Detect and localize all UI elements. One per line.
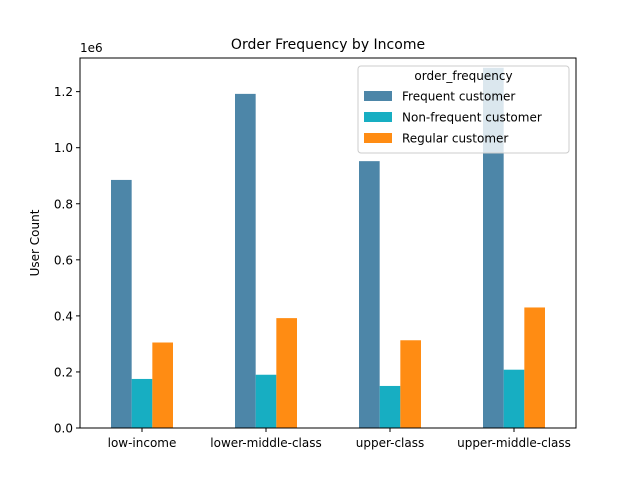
bar — [483, 67, 504, 428]
y-tick-label: 1.2 — [54, 85, 73, 99]
x-tick-label: upper-class — [356, 436, 425, 450]
legend-swatch — [364, 91, 392, 101]
axes-frame — [79, 57, 577, 429]
bar — [276, 318, 297, 428]
bar — [255, 374, 277, 428]
y-tick-label: 0.6 — [54, 253, 73, 267]
y-axis-offset-text: 1e6 — [80, 41, 103, 55]
bar — [379, 385, 401, 428]
y-tick-label: 0.2 — [54, 365, 73, 379]
bar — [359, 161, 380, 428]
bar — [503, 369, 525, 428]
bar — [400, 340, 421, 428]
legend-box — [357, 65, 570, 154]
legend-label: Regular customer — [402, 132, 508, 146]
x-tick-label: low-income — [108, 436, 177, 450]
y-axis-label: User Count — [28, 209, 42, 276]
legend-title: order_frequency — [414, 69, 512, 83]
bar — [152, 342, 173, 428]
bar — [235, 93, 256, 428]
legend-swatch — [364, 112, 392, 122]
chart-title: Order Frequency by Income — [231, 37, 425, 53]
x-tick-label: upper-middle-class — [457, 436, 571, 450]
legend: order_frequency Frequent customer Non-freq… — [357, 65, 570, 154]
bar — [524, 307, 545, 428]
y-tick-label: 0.4 — [54, 309, 73, 323]
bars-layer — [111, 67, 545, 428]
bar — [131, 378, 153, 428]
bar — [111, 179, 132, 428]
legend-label: Frequent customer — [402, 90, 515, 104]
legend-swatch — [364, 133, 392, 143]
axes-layer: 0.0 0.2 0.4 0.6 0.8 1.0 1.2 low-income lower-mid… — [54, 57, 577, 450]
y-tick-label: 0.0 — [54, 422, 73, 436]
legend-label: Non-frequent customer — [402, 111, 542, 125]
y-tick-label: 0.8 — [54, 197, 73, 211]
x-tick-label: lower-middle-class — [210, 436, 321, 450]
y-tick-label: 1.0 — [54, 141, 73, 155]
